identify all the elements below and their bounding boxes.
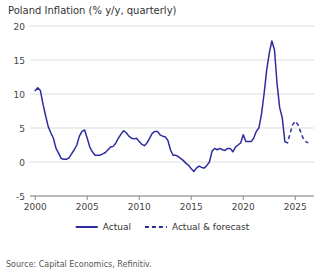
x-tick-label: 2010	[128, 202, 151, 212]
legend: Actual Actual & forecast	[76, 222, 250, 232]
y-tick-label: 5	[19, 124, 25, 134]
x-tick	[295, 196, 296, 200]
legend-swatch	[76, 226, 98, 228]
x-tick-label: 2000	[24, 202, 47, 212]
grid-line	[30, 162, 314, 163]
x-tick-label: 2025	[284, 202, 307, 212]
x-tick	[35, 196, 36, 200]
grid-line	[30, 26, 314, 27]
x-tick	[243, 196, 244, 200]
grid-line	[30, 60, 314, 61]
x-tick	[87, 196, 88, 200]
legend-label: Actual	[103, 222, 131, 232]
x-tick	[139, 196, 140, 200]
y-tick-label: 15	[14, 56, 25, 66]
x-tick-label: 2020	[232, 202, 255, 212]
x-tick-label: 2005	[76, 202, 99, 212]
x-tick	[191, 196, 192, 200]
legend-label: Actual & forecast	[172, 222, 250, 232]
grid-line	[30, 128, 314, 129]
series-line	[285, 121, 308, 143]
chart: Poland Inflation (% y/y, quarterly) -5 0 5 1…	[0, 0, 325, 273]
y-axis: -5 0 5 10 15 20	[14, 22, 314, 202]
x-tick-label: 2015	[180, 202, 203, 212]
legend-swatch	[145, 226, 167, 228]
y-tick-label: 10	[14, 90, 26, 100]
y-tick-label: 20	[14, 22, 26, 32]
y-tick-label: 0	[19, 158, 25, 168]
grid-line	[30, 196, 314, 197]
title: Poland Inflation (% y/y, quarterly)	[8, 5, 177, 16]
grid-line	[30, 94, 314, 95]
x-axis-line	[30, 196, 314, 197]
source-note: Source: Capital Economics, Refinitiv.	[6, 260, 152, 269]
series-line	[35, 41, 285, 172]
plot-area	[35, 41, 308, 172]
x-axis: 2000 2005 2010 2015 2020 2025	[24, 196, 314, 212]
y-tick-label: -5	[16, 192, 25, 202]
